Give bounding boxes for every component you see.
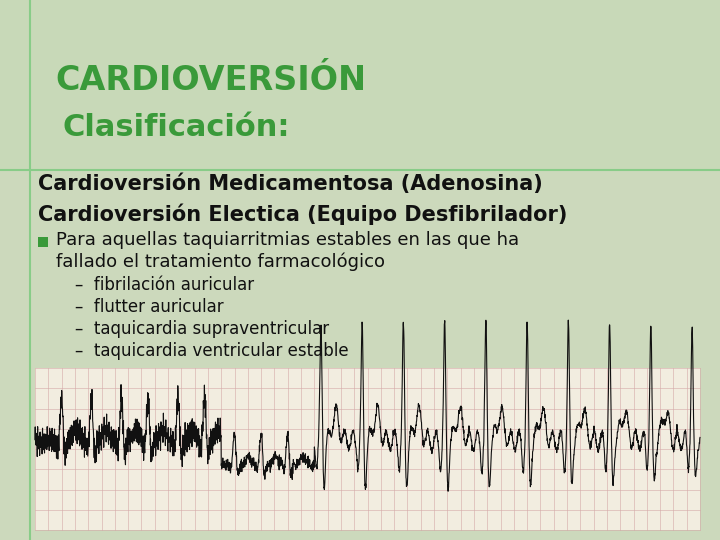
Text: Clasificación:: Clasificación: [62, 112, 289, 141]
Text: CARDIOVERSIÓN: CARDIOVERSIÓN [55, 64, 366, 97]
Text: –  fibrilación auricular: – fibrilación auricular [75, 276, 254, 294]
FancyBboxPatch shape [35, 368, 700, 530]
Text: –  taquicardia supraventricular: – taquicardia supraventricular [75, 320, 329, 338]
Text: fallado el tratamiento farmacológico: fallado el tratamiento farmacológico [56, 253, 385, 271]
Text: Cardioversión Medicamentosa (Adenosina): Cardioversión Medicamentosa (Adenosina) [38, 174, 543, 194]
FancyBboxPatch shape [38, 237, 48, 247]
Text: Cardioversión Electica (Equipo Desfibrilador): Cardioversión Electica (Equipo Desfibril… [38, 203, 567, 225]
FancyBboxPatch shape [0, 0, 720, 170]
Text: Para aquellas taquiarritmias estables en las que ha: Para aquellas taquiarritmias estables en… [56, 231, 519, 249]
Text: –  flutter auricular: – flutter auricular [75, 298, 224, 316]
FancyBboxPatch shape [0, 170, 720, 540]
Text: –  taquicardia ventricular estable: – taquicardia ventricular estable [75, 342, 348, 360]
